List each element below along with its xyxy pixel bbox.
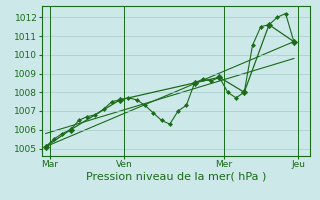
X-axis label: Pression niveau de la mer( hPa ): Pression niveau de la mer( hPa ) [86, 172, 266, 182]
